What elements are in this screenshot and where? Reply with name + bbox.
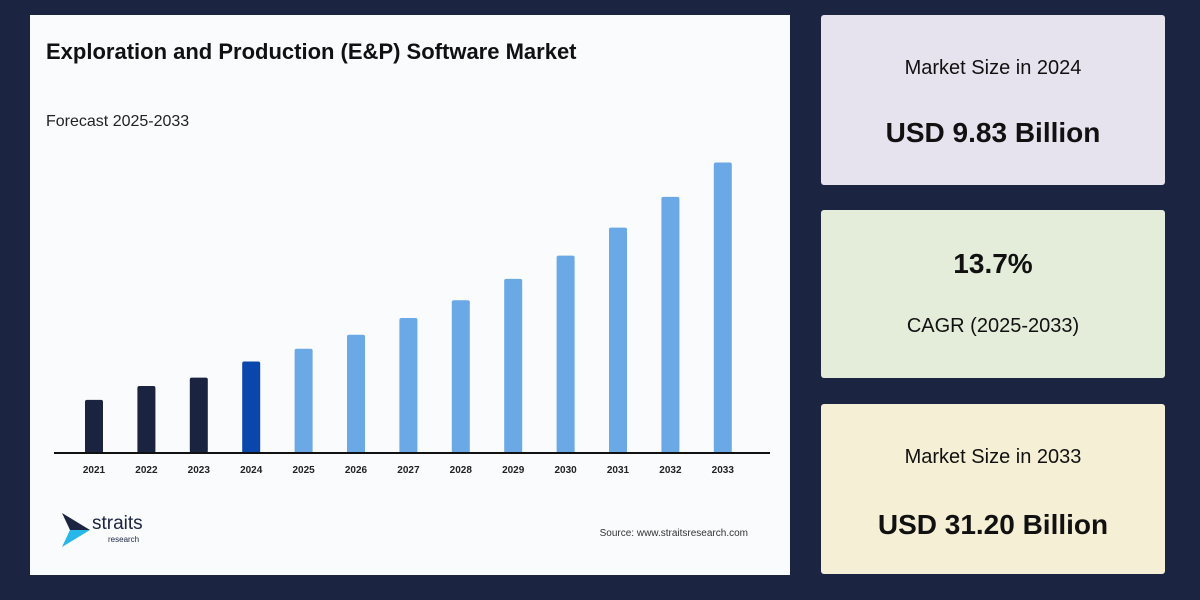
stat-label: Market Size in 2024	[904, 57, 1082, 79]
chart-title: Exploration and Production (E&P) Softwar…	[46, 39, 577, 64]
bar-2029	[504, 278, 523, 453]
chart-subtitle: Forecast 2025-2033	[46, 113, 190, 130]
stat-card-market-2024: Market Size in 2024 USD 9.83 Billion	[821, 15, 1165, 185]
x-tick-label: 2021	[83, 465, 106, 476]
x-tick-label: 2025	[292, 465, 315, 476]
bar-2022	[137, 385, 156, 453]
chart-card: Exploration and Production (E&P) Softwar…	[30, 15, 790, 575]
x-tick-label: 2026	[345, 465, 368, 476]
logo-text: straits	[92, 513, 143, 534]
x-tick-label: 2029	[502, 465, 525, 476]
x-tick-label: 2032	[659, 465, 682, 476]
stat-label: Market Size in 2033	[904, 446, 1082, 468]
x-tick-label: 2033	[712, 465, 735, 476]
stat-label: CAGR (2025-2033)	[906, 315, 1080, 337]
bar-2030	[556, 255, 575, 453]
x-tick-label: 2030	[554, 465, 577, 476]
stat-card-market-2033: Market Size in 2033 USD 31.20 Billion	[821, 404, 1165, 574]
bar-2021	[85, 399, 103, 453]
stat-value: USD 9.83 Billion	[885, 117, 1101, 148]
x-tick-label: 2031	[607, 465, 630, 476]
bar-2028	[451, 300, 470, 453]
x-tick-label: 2024	[240, 465, 263, 476]
bar-2027	[399, 317, 418, 453]
logo-subtext: research	[108, 535, 140, 544]
stat-card-cagr: 13.7% CAGR (2025-2033)	[821, 210, 1165, 378]
bar-chart: 2021 2022 2023 2024 2025 2026 2027 2028 2029 2030…	[54, 162, 770, 476]
bar-2032	[661, 196, 680, 453]
logo-arrow-icon	[62, 513, 90, 547]
stat-value: USD 31.20 Billion	[877, 509, 1109, 540]
stat-value: 13.7%	[953, 248, 1033, 279]
source-text: Source: www.straitsresearch.com	[599, 528, 748, 539]
bar-2023	[189, 377, 208, 453]
x-tick-label: 2027	[397, 465, 420, 476]
x-tick-label: 2022	[135, 465, 158, 476]
bar-2033	[713, 162, 732, 453]
bar-2026	[347, 334, 365, 453]
bar-2024	[242, 361, 261, 453]
straits-logo: straits research	[60, 511, 160, 551]
bar-2031	[609, 227, 627, 453]
bar-2025	[294, 348, 313, 453]
x-tick-label: 2023	[188, 465, 211, 476]
x-tick-label: 2028	[450, 465, 473, 476]
